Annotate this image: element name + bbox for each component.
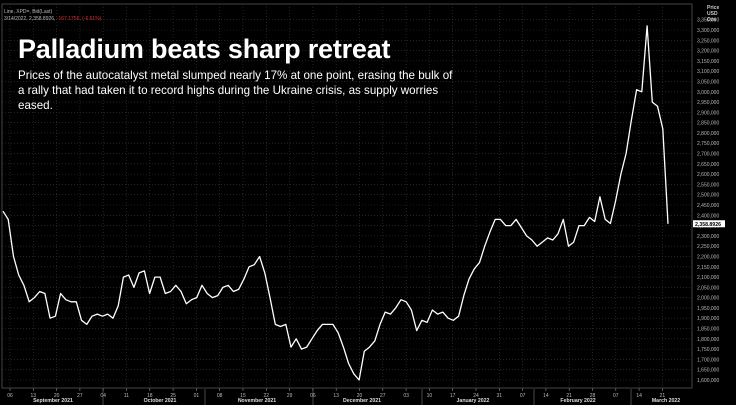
y-tick-label: 1,800,000 [697, 337, 719, 343]
y-tick-label: 2,200,000 [697, 254, 719, 260]
x-tick-label: 21 [660, 393, 666, 399]
x-tick-label: 13 [333, 393, 339, 399]
y-tick-label: 2,900,000 [697, 110, 719, 116]
x-tick-label: 20 [54, 393, 60, 399]
x-tick-label: 15 [240, 393, 246, 399]
x-tick-label: 17 [450, 393, 456, 399]
x-tick-label: 27 [380, 393, 386, 399]
x-tick-label: 27 [77, 393, 83, 399]
y-tick-label: 2,000,000 [697, 296, 719, 302]
x-tick-label: 21 [566, 393, 572, 399]
y-tick-label: 1,900,000 [697, 316, 719, 322]
x-month-label: October 2021 [144, 398, 177, 404]
y-axis-title-line: USD [707, 11, 718, 17]
y-tick-label: 1,850,000 [697, 327, 719, 333]
y-tick-label: 3,150,000 [697, 59, 719, 65]
y-tick-label: 1,750,000 [697, 347, 719, 353]
x-month-label: February 2022 [560, 398, 595, 404]
x-tick-label: 01 [194, 393, 200, 399]
x-month-label: January 2022 [457, 398, 490, 404]
y-tick-label: 1,950,000 [697, 306, 719, 312]
x-month-label: September 2021 [33, 398, 73, 404]
x-tick-label: 31 [497, 393, 503, 399]
y-axis-title: Price USD Ozs [707, 5, 719, 23]
y-tick-label: 2,550,000 [697, 182, 719, 188]
x-tick-label: 08 [217, 393, 223, 399]
y-tick-label: 2,800,000 [697, 131, 719, 137]
plot-border [1, 3, 693, 389]
chart-title: Palladium beats sharp retreat [18, 34, 391, 64]
y-tick-label: 1,650,000 [697, 368, 719, 374]
y-tick-label: 1,700,000 [697, 357, 719, 363]
x-tick-label: 03 [403, 393, 409, 399]
x-tick-label: 10 [427, 393, 433, 399]
y-tick-label: 3,350,000 [697, 18, 719, 24]
y-tick-label: 3,300,000 [697, 28, 719, 34]
series-info-line2: 3/14/2022, 2,358.8926, -167.1756, (-6.61… [4, 16, 101, 23]
x-tick-label: 11 [124, 393, 129, 399]
y-tick-label: 3,050,000 [697, 79, 719, 85]
y-axis-title-line: Price [707, 5, 720, 11]
y-tick-label: 3,200,000 [697, 49, 719, 55]
x-month-label: December 2021 [343, 398, 381, 404]
series-info-last: 3/14/2022, 2,358.8926, [4, 15, 56, 22]
x-tick-label: 07 [613, 393, 619, 399]
y-tick-label: 2,650,000 [697, 162, 719, 168]
series-info: Line, XPD=, Bid(Last) 3/14/2022, 2,358.8… [4, 9, 101, 22]
x-tick-label: 29 [287, 393, 293, 399]
y-tick-label: 2,050,000 [697, 285, 719, 291]
x-month-label: March 2022 [652, 398, 680, 404]
last-price-marker [693, 220, 725, 228]
x-tick-label: 14 [636, 393, 642, 399]
y-tick-label: 2,950,000 [697, 100, 719, 106]
chart-subtitle: Prices of the autocatalyst metal slumped… [18, 69, 453, 112]
x-tick-label: 13 [31, 393, 37, 399]
x-tick-label: 18 [147, 393, 153, 399]
y-tick-label: 2,750,000 [697, 141, 719, 147]
x-tick-label: 22 [264, 393, 270, 399]
y-tick-label: 3,100,000 [697, 69, 719, 75]
x-month-label: November 2021 [238, 398, 276, 404]
y-tick-label: 2,500,000 [697, 193, 719, 199]
x-tick-label: 25 [170, 393, 176, 399]
y-tick-label: 2,850,000 [697, 121, 719, 127]
x-tick-label: 04 [100, 393, 106, 399]
y-tick-label: 2,600,000 [697, 172, 719, 178]
price-line [2, 25, 669, 381]
y-axis-title-line: Ozs [707, 17, 717, 23]
y-tick-label: 2,250,000 [697, 244, 719, 250]
last-price-label: 2,358.8926 [695, 222, 721, 228]
y-tick-label: 1,600,000 [697, 378, 719, 384]
y-tick-label: 2,300,000 [697, 234, 719, 240]
x-tick-label: 24 [473, 393, 479, 399]
y-tick-label: 2,400,000 [697, 213, 719, 219]
y-tick-label: 2,450,000 [697, 203, 719, 209]
x-tick-label: 06 [7, 393, 13, 399]
x-tick-label: 07 [520, 393, 526, 399]
y-tick-label: 2,700,000 [697, 152, 719, 158]
series-info-line1: Line, XPD=, Bid(Last) [4, 9, 53, 15]
x-tick-label: 28 [590, 393, 596, 399]
series-info-change: -167.1756, (-6.61%) [56, 15, 102, 22]
x-tick-label: 20 [357, 393, 363, 399]
y-tick-label: 2,100,000 [697, 275, 719, 281]
y-tick-label: 3,250,000 [697, 38, 719, 44]
y-tick-label: 2,150,000 [697, 265, 719, 271]
x-tick-label: 14 [543, 393, 549, 399]
y-tick-label: 3,000,000 [697, 90, 719, 96]
